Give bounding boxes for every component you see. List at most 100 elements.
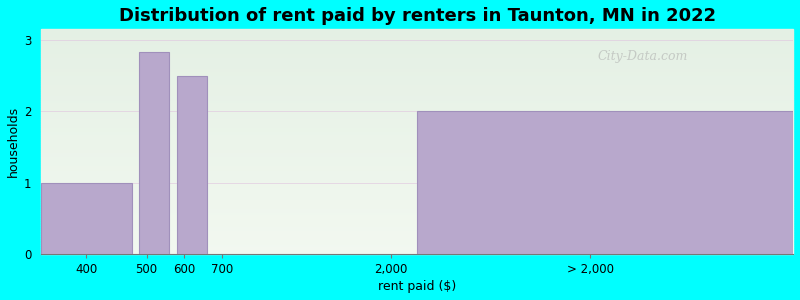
Bar [42,175,793,178]
Bar [42,43,793,45]
Bar [42,234,793,236]
Bar [42,178,793,180]
Bar [42,137,793,139]
Bar [42,139,793,142]
Bar [42,117,793,119]
Bar [42,247,793,249]
Bar [42,243,793,245]
Bar [42,76,793,79]
Bar [42,56,793,58]
Bar [42,70,793,72]
Bar [42,68,793,70]
Bar [42,101,793,104]
Bar [42,202,793,205]
Bar [42,112,793,115]
Bar [42,38,793,40]
Bar [42,207,793,209]
Bar [42,166,793,169]
Bar [42,144,793,146]
Bar [42,61,793,63]
Bar [42,184,793,187]
Bar [42,189,793,191]
Bar [42,97,793,99]
Bar [42,50,793,52]
Bar [42,216,793,218]
Bar [42,229,793,231]
Bar [42,231,793,234]
Bar [42,85,793,88]
Bar [42,222,793,225]
Bar [42,130,793,133]
Bar [42,209,793,211]
Bar [42,200,793,202]
Bar [42,151,793,153]
Bar [42,193,793,196]
Text: City-Data.com: City-Data.com [598,50,688,63]
Bar [42,213,793,216]
Bar [139,52,169,254]
Bar [42,211,793,213]
Bar [42,183,131,254]
Bar [177,76,206,254]
Bar [42,54,793,56]
Bar [42,126,793,128]
Bar [42,198,793,200]
Bar [42,128,793,130]
Bar [42,122,793,124]
Bar [42,63,793,65]
Bar [42,252,793,254]
Bar [42,155,793,157]
Bar [417,111,793,254]
Bar [42,65,793,68]
Bar [42,153,793,155]
Bar [42,157,793,160]
Bar [42,133,793,135]
Bar [42,180,793,182]
Bar [42,164,793,166]
Bar [42,74,793,76]
Bar [42,227,793,229]
Bar [42,99,793,101]
Bar [42,187,793,189]
Bar [42,225,793,227]
Bar [42,196,793,198]
Bar [42,146,793,148]
Bar [42,40,793,43]
Bar [42,45,793,47]
Bar [42,115,793,117]
Bar [42,173,793,175]
Bar [42,106,793,108]
Bar [42,47,793,50]
X-axis label: rent paid ($): rent paid ($) [378,280,456,293]
Bar [42,58,793,61]
Bar [42,124,793,126]
Bar [42,205,793,207]
Bar [42,142,793,144]
Title: Distribution of rent paid by renters in Taunton, MN in 2022: Distribution of rent paid by renters in … [118,7,716,25]
Bar [42,108,793,110]
Y-axis label: households: households [7,106,20,177]
Bar [42,218,793,220]
Bar [42,238,793,240]
Bar [42,182,793,184]
Bar [42,240,793,243]
Bar [42,103,793,106]
Bar [42,160,793,162]
Bar [42,171,793,173]
Bar [42,36,793,38]
Bar [42,220,793,222]
Bar [42,135,793,137]
Bar [42,52,793,54]
Bar [42,32,793,34]
Bar [42,88,793,90]
Bar [42,148,793,151]
Bar [42,162,793,164]
Bar [42,191,793,193]
Bar [42,110,793,112]
Bar [42,72,793,74]
Bar [42,94,793,97]
Bar [42,83,793,86]
Bar [42,249,793,252]
Bar [42,119,793,122]
Bar [42,29,793,32]
